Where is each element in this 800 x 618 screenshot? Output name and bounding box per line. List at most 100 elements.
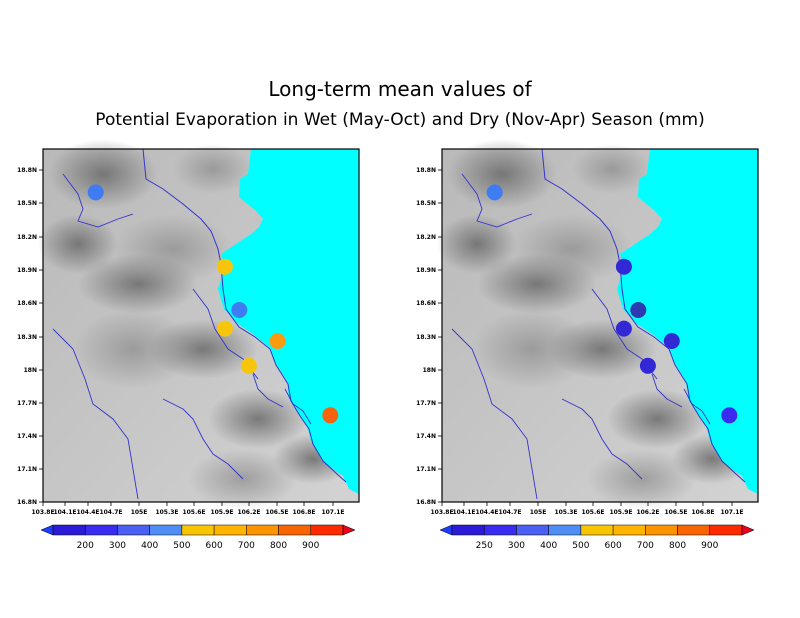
map-panel-dry: 18.8N 18.5N 18.2N 18.9N 18.6N 18.3N 18N 17.7N 17… [416, 139, 759, 551]
title-line-1: Long-term mean values of [268, 77, 532, 101]
lat-tick-label: 17.7N [17, 400, 37, 407]
lat-tick-label: 17.4N [17, 433, 37, 440]
lat-tick-label: 18.6N [17, 300, 37, 307]
lat-tick-label: 18N [24, 367, 37, 374]
colorbar-segment [117, 524, 150, 536]
coastline [142, 148, 347, 483]
terrain-shading [113, 214, 233, 284]
station-marker [269, 333, 286, 349]
lon-tick-label: 105.3E [155, 509, 178, 516]
colorbar: 250 300 400 500 600 700 800 900 [439, 524, 755, 551]
lat-tick-label: 16.8N [416, 499, 436, 506]
terrain-shading [48, 139, 158, 209]
colorbar-segment [451, 524, 485, 536]
lat-tick-label: 18N [423, 367, 436, 374]
station-marker [240, 357, 257, 374]
lat-tick-label: 18.6N [416, 300, 436, 307]
lon-tick-label: 104.4E [475, 509, 498, 516]
lat-tick-label: 18.5N [17, 200, 37, 207]
colorbar-segment [645, 524, 678, 536]
lon-tick-label: 105.6E [182, 509, 205, 516]
lon-tick-label: 106.5E [664, 509, 687, 516]
lon-tick-label: 105.6E [581, 509, 604, 516]
boundary-line [461, 173, 533, 228]
colorbar-segment [709, 524, 743, 536]
lat-tick-label: 18.9N [416, 267, 436, 274]
lon-tick-label: 107.1E [720, 509, 743, 516]
lon-tick-label: 107.1E [321, 509, 344, 516]
colorbar-segment [677, 524, 711, 536]
colorbar-segment [278, 524, 312, 536]
colorbar-right-arrow [342, 524, 356, 536]
colorbar-segment [548, 524, 582, 536]
colorbar-tick-label: 700 [238, 541, 255, 551]
title-line-2: Potential Evaporation in Wet (May-Oct) a… [95, 110, 704, 130]
terrain-shading [512, 214, 632, 284]
colorbar-tick-label: 600 [605, 541, 622, 551]
colorbar-segment [52, 524, 86, 536]
sea-area [218, 149, 359, 494]
station-marker [630, 302, 647, 318]
boundary-line [651, 373, 683, 408]
lon-tick-label: 103.8E [430, 509, 453, 516]
colorbar-segment [612, 524, 646, 536]
terrain-shading [73, 309, 193, 389]
lon-tick-label: 106.8E [292, 509, 315, 516]
colorbar-tick-label: 900 [302, 541, 319, 551]
lon-tick-label: 104.1E [452, 509, 475, 516]
colorbar-segment [181, 524, 215, 536]
colorbar-segment [310, 524, 344, 536]
lat-tick-label: 17.1N [17, 466, 37, 473]
lat-tick-label: 18.2N [416, 234, 436, 241]
lat-tick-label: 18.8N [17, 167, 37, 174]
colorbar-tick-label: 600 [206, 541, 223, 551]
colorbar-segment [483, 524, 517, 536]
lon-tick-label: 106.8E [691, 509, 714, 516]
colorbar-tick-label: 400 [540, 541, 557, 551]
lon-tick-label: 105.9E [210, 509, 233, 516]
lon-tick-label: 105.3E [554, 509, 577, 516]
colorbar-segment [84, 524, 118, 536]
lon-tick-label: 103.8E [31, 509, 54, 516]
station-marker [486, 184, 503, 201]
coastline [541, 148, 746, 483]
lat-tick-label: 17.1N [416, 466, 436, 473]
terrain-shading [38, 214, 118, 274]
lat-tick-label: 16.8N [17, 499, 37, 506]
colorbar-tick-label: 500 [173, 541, 190, 551]
station-marker [639, 357, 656, 374]
boundary-line [683, 388, 711, 425]
station-marker [721, 407, 738, 424]
lat-tick-label: 18.2N [17, 234, 37, 241]
colorbar-tick-label: 700 [637, 541, 654, 551]
map-panel-wet: 18.8N 18.5N 18.2N 18.9N 18.6N 18.3N 18N 17.7N 17… [17, 139, 360, 551]
terrain-shading [447, 139, 557, 209]
colorbar-tick-label: 300 [508, 541, 525, 551]
lon-tick-label: 106.5E [265, 509, 288, 516]
station-marker [231, 302, 248, 318]
lat-tick-label: 18.9N [17, 267, 37, 274]
terrain-shading [208, 389, 308, 449]
lon-tick-label: 106.2E [237, 509, 260, 516]
colorbar-tick-label: 400 [141, 541, 158, 551]
lat-tick-label: 18.8N [416, 167, 436, 174]
station-marker [322, 407, 339, 424]
boundary-line [284, 388, 312, 425]
lon-tick-label: 105E [131, 509, 148, 516]
lon-tick-label: 104.1E [53, 509, 76, 516]
map-frame [42, 148, 360, 503]
colorbar-tick-label: 800 [669, 541, 686, 551]
station-marker [663, 333, 680, 349]
lat-tick-label: 18.3N [17, 334, 37, 341]
map-frame [441, 148, 759, 503]
station-marker [216, 258, 233, 275]
colorbar-tick-label: 800 [270, 541, 287, 551]
lon-tick-label: 105E [530, 509, 547, 516]
lat-tick-label: 17.7N [416, 400, 436, 407]
boundary-line [252, 373, 284, 408]
colorbar-segment [516, 524, 549, 536]
lat-tick-label: 18.3N [416, 334, 436, 341]
lon-tick-label: 106.2E [636, 509, 659, 516]
lon-tick-label: 105.9E [609, 509, 632, 516]
